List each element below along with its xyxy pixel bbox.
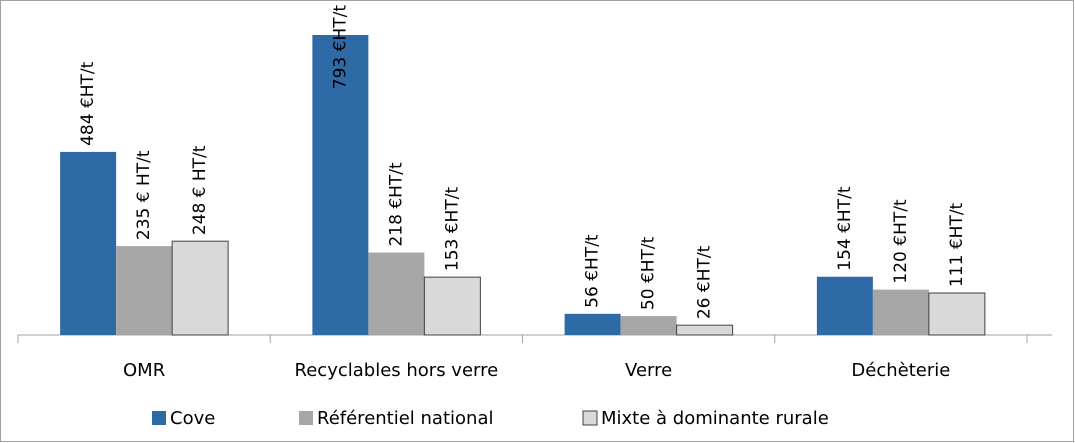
- bar: [620, 316, 677, 335]
- bar: [872, 289, 929, 335]
- legend-label: Cove: [170, 408, 215, 429]
- x-tick-label: OMR: [123, 360, 165, 381]
- data-label: 248 € HT/t: [190, 145, 210, 235]
- bar: [60, 151, 117, 335]
- bar: [564, 313, 621, 335]
- legend-swatch: [582, 410, 598, 426]
- data-label: 154 €HT/t: [835, 186, 855, 271]
- data-label: 793 €HT/t: [330, 5, 350, 90]
- legend-label: Mixte à dominante rurale: [601, 408, 829, 429]
- bar: [816, 276, 873, 335]
- data-label: 26 €HT/t: [695, 245, 715, 319]
- bar: [423, 276, 481, 336]
- legend-swatch: [152, 411, 166, 425]
- x-tick-label: Verre: [625, 360, 672, 381]
- data-label: 218 €HT/t: [386, 162, 406, 247]
- bar: [171, 240, 229, 336]
- x-tick-label: Déchèterie: [851, 360, 950, 381]
- data-label: 120 €HT/t: [891, 199, 911, 284]
- data-label: 50 €HT/t: [639, 236, 659, 310]
- data-label: 235 € HT/t: [134, 150, 154, 240]
- bar: [116, 246, 173, 335]
- bar: [928, 292, 986, 336]
- bar: [312, 35, 369, 335]
- data-label: 484 €HT/t: [78, 61, 98, 146]
- legend-label: Référentiel national: [317, 408, 493, 429]
- x-tick-label: Recyclables hors verre: [295, 360, 499, 381]
- data-label: 56 €HT/t: [583, 234, 603, 308]
- data-label: 111 €HT/t: [947, 202, 967, 287]
- legend-swatch: [299, 411, 313, 425]
- data-label: 153 €HT/t: [442, 187, 462, 272]
- bar: [368, 252, 425, 335]
- bar: [676, 324, 734, 336]
